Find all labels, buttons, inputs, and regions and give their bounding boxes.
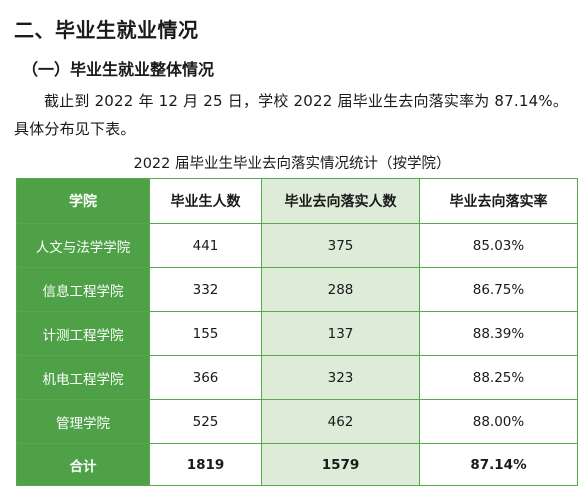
total-placed: 1579 (261, 443, 420, 486)
graduates-count: 366 (149, 355, 262, 400)
subsection-title: （一）毕业生就业整体情况 (22, 60, 215, 79)
placement-rate: 88.00% (419, 399, 578, 444)
header-graduates: 毕业生人数 (149, 178, 262, 224)
placement-rate: 86.75% (419, 267, 578, 312)
college-name: 信息工程学院 (16, 267, 150, 312)
graduates-count: 525 (149, 399, 262, 444)
graduates-count: 332 (149, 267, 262, 312)
table-header-row: 学院 毕业生人数 毕业去向落实人数 毕业去向落实率 (16, 178, 578, 224)
total-label: 合计 (16, 443, 150, 486)
header-college: 学院 (16, 178, 150, 224)
table-row: 人文与法学学院 441 375 85.03% (16, 223, 578, 268)
college-name: 计测工程学院 (16, 311, 150, 356)
college-name: 人文与法学学院 (16, 223, 150, 268)
college-name: 机电工程学院 (16, 355, 150, 400)
table-row: 信息工程学院 332 288 86.75% (16, 267, 578, 312)
total-rate: 87.14% (419, 443, 578, 486)
placement-rate: 88.25% (419, 355, 578, 400)
employment-stats-table: 学院 毕业生人数 毕业去向落实人数 毕业去向落实率 人文与法学学院 441 37… (16, 178, 578, 486)
college-name: 管理学院 (16, 399, 150, 444)
table-row: 机电工程学院 366 323 88.25% (16, 355, 578, 400)
placement-rate: 88.39% (419, 311, 578, 356)
placement-rate: 85.03% (419, 223, 578, 268)
table-row: 管理学院 525 462 88.00% (16, 399, 578, 444)
placed-count: 288 (261, 267, 420, 312)
table-caption: 2022 届毕业生毕业去向落实情况统计（按学院） (133, 156, 451, 172)
section-title: 二、毕业生就业情况 (14, 18, 199, 42)
placed-count: 323 (261, 355, 420, 400)
placed-count: 375 (261, 223, 420, 268)
placed-count: 462 (261, 399, 420, 444)
graduates-count: 441 (149, 223, 262, 268)
table-row: 计测工程学院 155 137 88.39% (16, 311, 578, 356)
total-graduates: 1819 (149, 443, 262, 486)
summary-paragraph: 截止到 2022 年 12 月 25 日，学校 2022 届毕业生去向落实率为 … (14, 92, 569, 138)
header-rate: 毕业去向落实率 (419, 178, 578, 224)
header-placed: 毕业去向落实人数 (261, 178, 420, 224)
placed-count: 137 (261, 311, 420, 356)
table-total-row: 合计 1819 1579 87.14% (16, 443, 578, 486)
graduates-count: 155 (149, 311, 262, 356)
